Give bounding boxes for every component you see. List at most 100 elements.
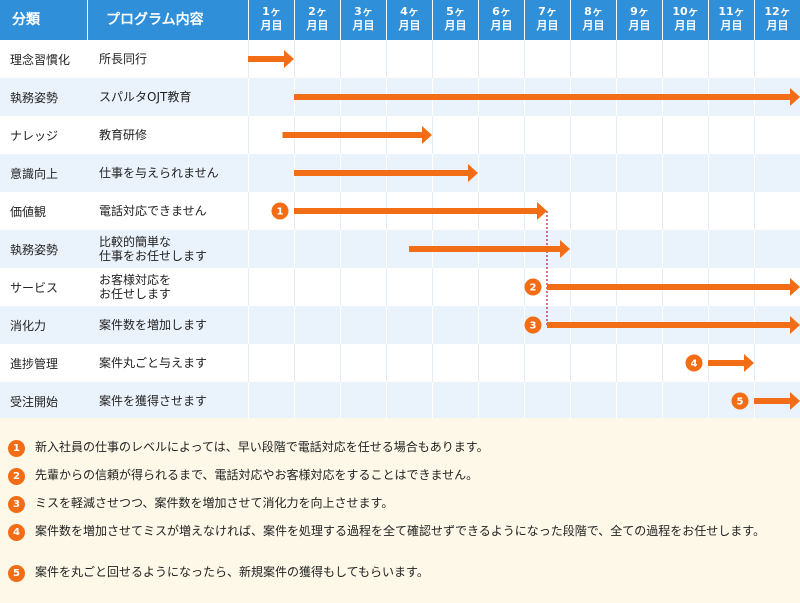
note-number: 2 bbox=[8, 468, 25, 485]
grid-line bbox=[662, 382, 663, 420]
program-line: スパルタOJT教育 bbox=[99, 90, 192, 104]
grid-line bbox=[570, 192, 571, 230]
month-header-4: 4ヶ 月目 bbox=[386, 0, 432, 40]
bar-shaft bbox=[754, 398, 790, 404]
grid-line bbox=[248, 154, 249, 192]
grid-line bbox=[524, 382, 525, 420]
grid-line bbox=[386, 344, 387, 382]
month-header-12: 12ヶ 月目 bbox=[754, 0, 800, 40]
row-program: お客様対応を お任せします bbox=[99, 268, 247, 306]
month-number: 7ヶ bbox=[538, 5, 557, 18]
grid-line bbox=[570, 154, 571, 192]
month-number: 11ヶ bbox=[718, 5, 745, 18]
gantt-bar-3 bbox=[282, 126, 432, 144]
grid-line bbox=[524, 154, 525, 192]
grid-line bbox=[248, 382, 249, 420]
gantt-bar-1 bbox=[248, 50, 294, 68]
notes-box: 1 新入社員の仕事のレベルによっては、早い段階で電話対応を任せる場合もあります。 2… bbox=[0, 418, 800, 603]
bar-arrowhead bbox=[744, 354, 754, 372]
row-category: サービス bbox=[10, 280, 59, 295]
month-header-2: 2ヶ 月目 bbox=[294, 0, 340, 40]
grid-line bbox=[616, 40, 617, 78]
bar-shaft bbox=[547, 322, 790, 328]
grid-line bbox=[248, 306, 249, 344]
month-header-3: 3ヶ 月目 bbox=[340, 0, 386, 40]
bar-arrowhead bbox=[537, 202, 547, 220]
grid-line bbox=[478, 154, 479, 192]
grid-line bbox=[340, 306, 341, 344]
gantt-bar-9: 4 bbox=[685, 354, 754, 372]
gantt-bar-4 bbox=[294, 164, 478, 182]
row-category: 執務姿勢 bbox=[10, 242, 59, 257]
grid-line bbox=[616, 230, 617, 268]
month-header-10: 10ヶ 月目 bbox=[662, 0, 708, 40]
row-program: 仕事を与えられません bbox=[99, 154, 247, 192]
month-suffix: 月目 bbox=[490, 19, 513, 32]
month-header-6: 6ヶ 月目 bbox=[478, 0, 524, 40]
gantt-bar-8: 3 bbox=[524, 316, 800, 334]
row-category: 受注開始 bbox=[10, 394, 59, 409]
grid-line bbox=[662, 230, 663, 268]
bar-shaft bbox=[294, 208, 537, 214]
month-number: 3ヶ bbox=[354, 5, 373, 18]
grid-line bbox=[754, 116, 755, 154]
grid-line bbox=[294, 230, 295, 268]
grid-line bbox=[386, 268, 387, 306]
row-category: ナレッジ bbox=[10, 128, 59, 143]
grid-line bbox=[432, 344, 433, 382]
program-line: 案件を獲得させます bbox=[99, 394, 208, 408]
grid-line bbox=[708, 230, 709, 268]
month-number: 2ヶ bbox=[308, 5, 327, 18]
grid-line bbox=[478, 306, 479, 344]
bar-shaft bbox=[708, 360, 744, 366]
bar-marker-circle bbox=[524, 316, 542, 334]
grid-line bbox=[616, 344, 617, 382]
gantt-bar-5: 1 bbox=[271, 202, 547, 220]
grid-line bbox=[294, 40, 295, 78]
bar-marker-circle bbox=[685, 354, 703, 372]
program-line: 教育研修 bbox=[99, 128, 148, 142]
table-row: 理念習慣化 所長同行 bbox=[0, 40, 800, 78]
table-row: 受注開始 案件を獲得させます bbox=[0, 382, 800, 420]
month-suffix: 月目 bbox=[766, 19, 789, 32]
row-program: 案件丸ごと与えます bbox=[99, 344, 247, 382]
row-category: 執務姿勢 bbox=[10, 90, 59, 105]
bar-shaft bbox=[409, 246, 560, 252]
grid-line bbox=[524, 116, 525, 154]
note-text: ミスを軽減させつつ、案件数を増加させて消化力を向上させます。 bbox=[35, 496, 394, 510]
grid-line bbox=[248, 268, 249, 306]
bar-arrowhead bbox=[284, 50, 294, 68]
bar-shaft bbox=[282, 132, 422, 138]
grid-line bbox=[432, 116, 433, 154]
grid-line bbox=[616, 154, 617, 192]
row-program: 電話対応できません bbox=[99, 192, 247, 230]
month-suffix: 月目 bbox=[720, 19, 743, 32]
bar-shaft bbox=[294, 170, 468, 176]
gantt-bar-10: 5 bbox=[731, 392, 800, 410]
month-suffix: 月目 bbox=[582, 19, 605, 32]
grid-line bbox=[248, 230, 249, 268]
grid-line bbox=[754, 40, 755, 78]
month-header-7: 7ヶ 月目 bbox=[524, 0, 570, 40]
grid-line bbox=[708, 154, 709, 192]
note-number: 5 bbox=[8, 565, 25, 582]
bar-marker-label: 1 bbox=[277, 207, 284, 218]
grid-line bbox=[432, 306, 433, 344]
month-header-11: 11ヶ 月目 bbox=[708, 0, 754, 40]
grid-line bbox=[754, 192, 755, 230]
row-category: 進捗管理 bbox=[10, 356, 59, 371]
row-category: 意識向上 bbox=[10, 166, 59, 181]
bar-arrowhead bbox=[790, 88, 800, 106]
program-line: 案件数を増加します bbox=[99, 318, 208, 332]
row-program: スパルタOJT教育 bbox=[99, 78, 247, 116]
row-program: 比較的簡単な 仕事をお任せします bbox=[99, 230, 247, 268]
month-suffix: 月目 bbox=[260, 19, 283, 32]
month-number: 1ヶ bbox=[262, 5, 281, 18]
bar-marker-label: 4 bbox=[691, 359, 698, 370]
grid-line bbox=[386, 382, 387, 420]
grid-line bbox=[662, 40, 663, 78]
bar-arrowhead bbox=[790, 278, 800, 296]
month-number: 12ヶ bbox=[764, 5, 791, 18]
grid-line bbox=[616, 382, 617, 420]
program-line: 仕事を与えられません bbox=[99, 166, 219, 180]
